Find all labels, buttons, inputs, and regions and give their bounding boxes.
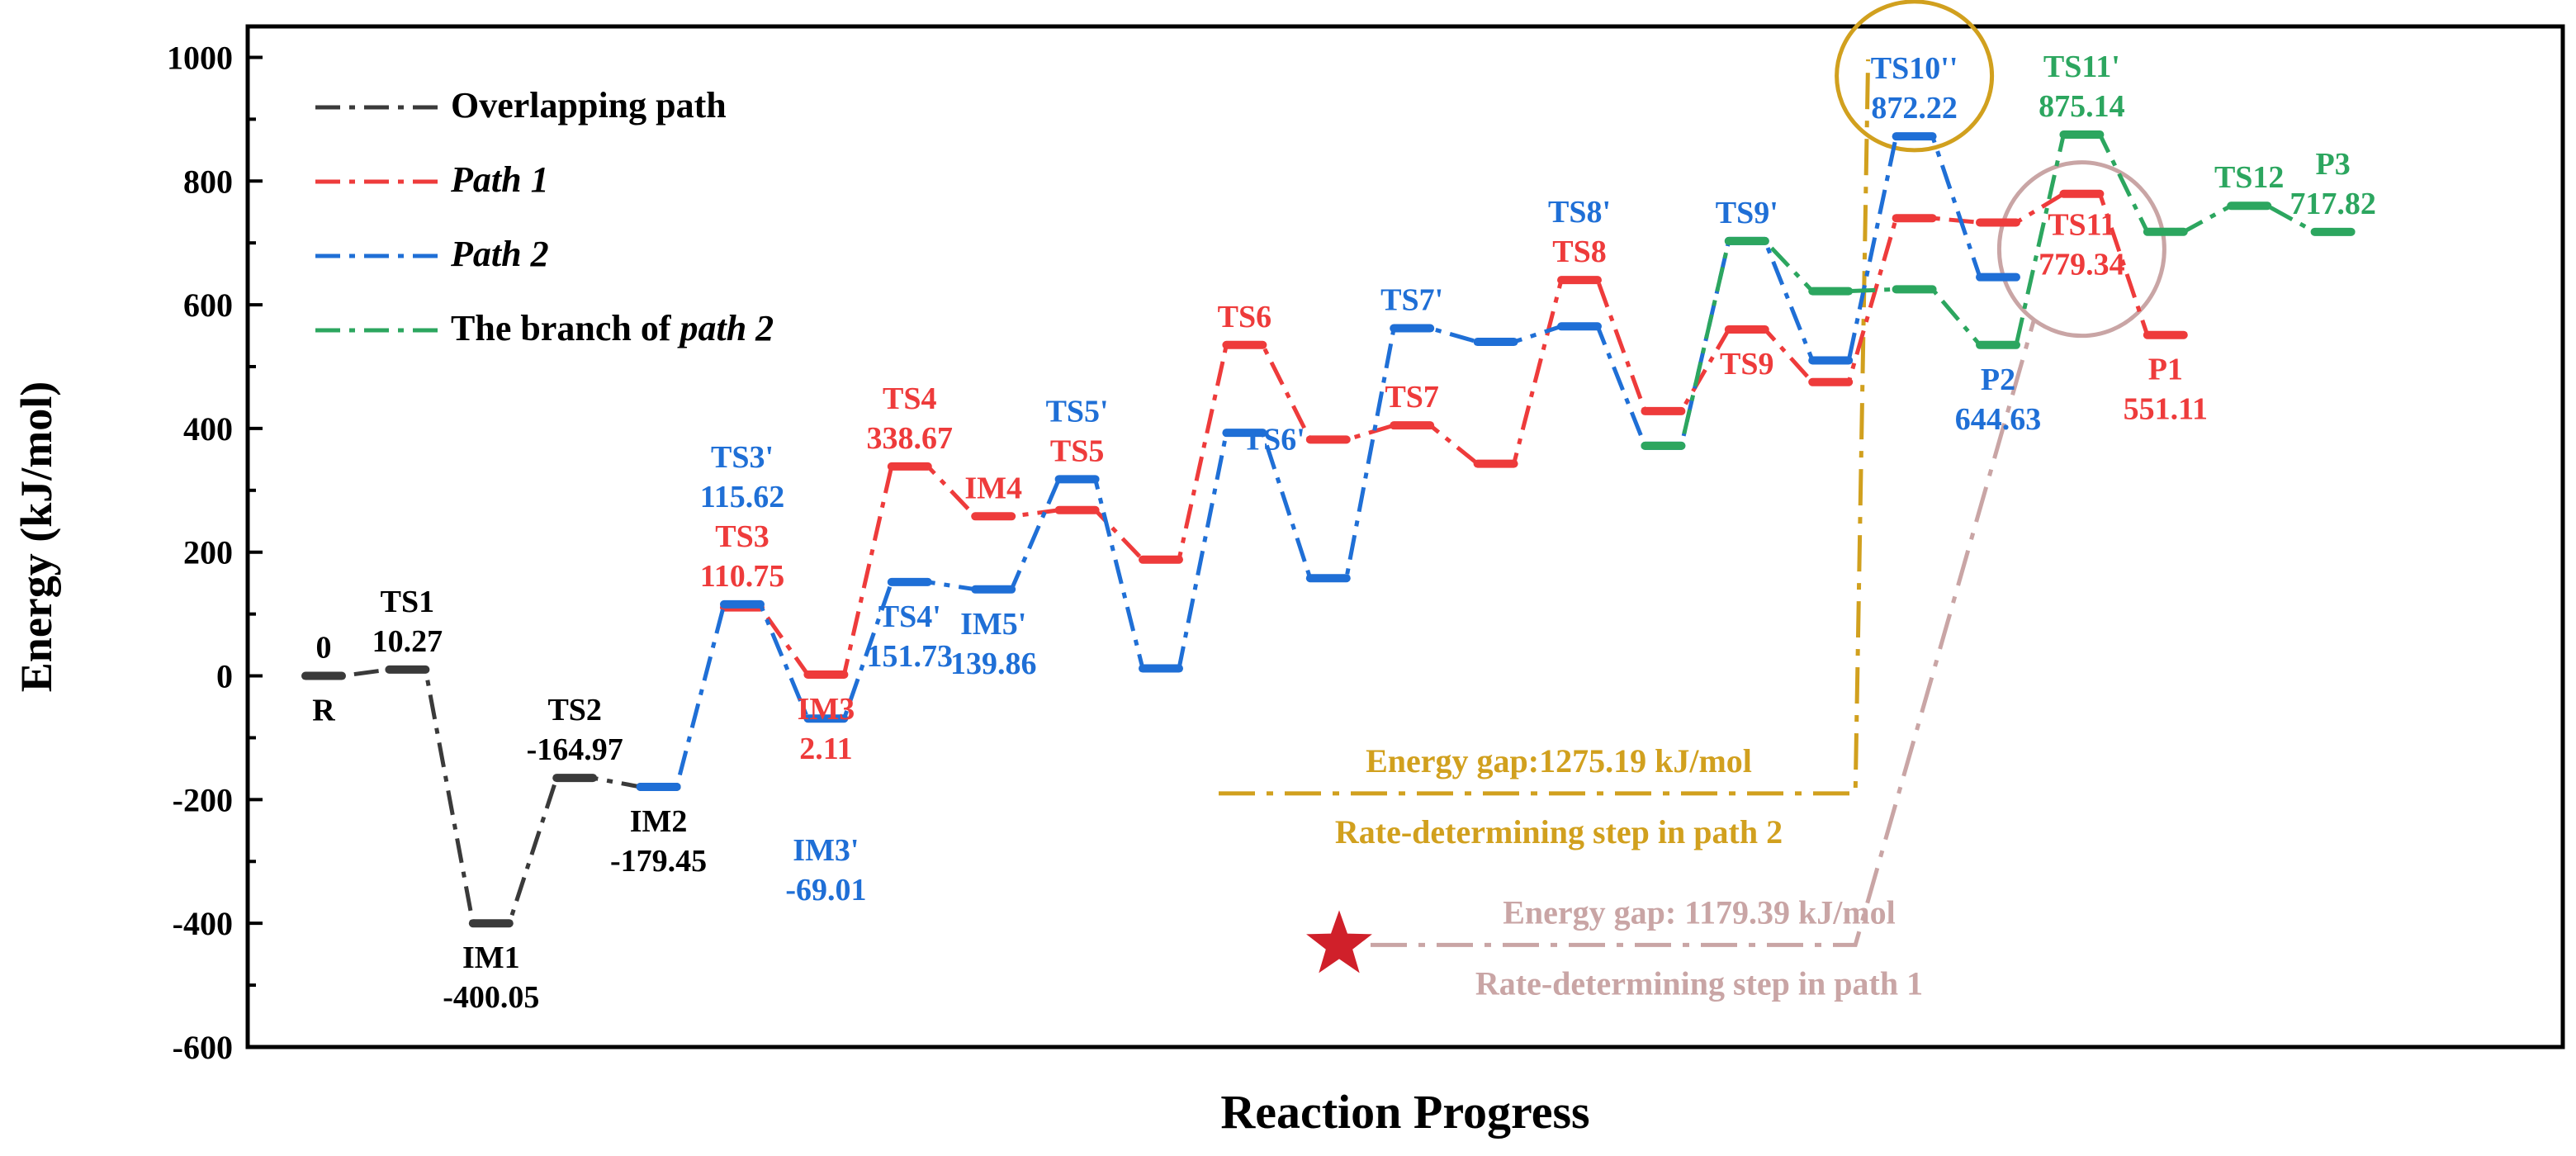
point-label: IM5'	[960, 607, 1026, 642]
point-label: R	[312, 694, 335, 728]
legend-label-part: path 2	[676, 308, 774, 348]
point-label: TS10''	[1871, 51, 1958, 86]
point-label: 151.73	[867, 639, 954, 674]
point-label: 139.86	[950, 647, 1037, 681]
point-label: -69.01	[785, 873, 866, 907]
series-path2	[636, 132, 2020, 791]
series-overlap	[301, 665, 681, 928]
point-label: 875.14	[2039, 89, 2125, 124]
axes-layer: -600 -400 -200 0 200 400 600 800 1000 Energy (kJ/…	[12, 24, 2565, 1139]
series-layer	[301, 130, 2356, 928]
point-label: TS9'	[1716, 196, 1778, 230]
y-tick-label: 1000	[167, 39, 233, 76]
series-line	[724, 192, 2184, 677]
point-label: TS4	[883, 381, 936, 416]
rate-step-energy-gap: Energy gap:1275.19 kJ/mol	[1366, 742, 1752, 779]
legend: Overlapping path Path 1 Path 2 The branch o…	[315, 85, 774, 348]
annotation-layer: 0 R TS1 10.27 IM1 -400.05 TS2 -164.97 IM2 -179.45…	[312, 50, 2376, 1015]
legend-label-part: Overlapping path	[451, 85, 727, 126]
point-label: 551.11	[2124, 392, 2208, 427]
point-label: -179.45	[610, 844, 707, 879]
plot-frame	[245, 24, 2565, 1049]
point-label: TS2	[547, 693, 601, 727]
point-label: TS5'	[1046, 394, 1109, 429]
legend-label: Path 1	[450, 159, 549, 200]
point-label: 115.62	[700, 480, 784, 514]
rate-step-layer: Energy gap:1275.19 kJ/mol Rate-determinin…	[1219, 0, 2166, 1002]
x-axis-title: Reaction Progress	[1220, 1085, 1589, 1139]
point-label: 779.34	[2039, 248, 2125, 282]
y-axis-title: Energy (kJ/mol)	[12, 381, 61, 692]
point-label: 717.82	[2290, 187, 2376, 221]
point-label: TS9	[1720, 347, 1773, 381]
point-label: TS11	[2048, 208, 2115, 243]
rate-step-caption: Rate-determining step in path 2	[1335, 813, 1783, 850]
point-label: TS11'	[2043, 50, 2120, 84]
y-tick-label: 200	[183, 534, 233, 571]
rate-step-circle	[1996, 160, 2166, 339]
point-label: TS6	[1218, 300, 1271, 334]
point-label: TS4'	[878, 599, 941, 634]
y-tick-label: 800	[183, 163, 233, 200]
legend-label: The branch of path 2	[451, 308, 774, 348]
legend-label: Overlapping path	[451, 85, 727, 126]
point-label: P3	[2315, 147, 2350, 182]
rate-step-leader	[1371, 319, 2036, 947]
point-label: 110.75	[700, 559, 784, 594]
point-label: TS8	[1552, 235, 1606, 269]
legend-label: Path 2	[450, 234, 549, 274]
point-label: 2.11	[799, 732, 852, 766]
rate-step-circle	[1835, 0, 1995, 153]
point-label: TS3	[715, 519, 769, 554]
point-label: TS6'	[1243, 422, 1305, 457]
series-line	[305, 667, 677, 926]
point-label: IM3'	[793, 833, 859, 868]
star-marker	[1306, 910, 1372, 974]
y-tick-label: 600	[183, 287, 233, 324]
y-tick-label: -600	[173, 1029, 233, 1066]
rate-step-leader	[1219, 59, 1871, 796]
point-label: TS3'	[711, 440, 774, 475]
point-label: -400.05	[443, 980, 539, 1015]
point-label: 872.22	[1871, 91, 1958, 126]
legend-label-part: Path 2	[450, 234, 549, 274]
rate-step-energy-gap: Energy gap: 1179.39 kJ/mol	[1503, 893, 1896, 931]
point-label: 10.27	[372, 624, 443, 659]
y-tick-label: 400	[183, 410, 233, 448]
point-label: P2	[1981, 362, 2015, 397]
point-label: 0	[316, 631, 332, 666]
point-label: 644.63	[1955, 402, 2042, 437]
series-branch	[1641, 130, 2356, 450]
y-tick-label: -400	[173, 905, 233, 942]
y-tick-label: -200	[173, 781, 233, 818]
point-label: 338.67	[867, 421, 954, 456]
point-label: P1	[2148, 353, 2183, 387]
point-label: IM2	[630, 804, 688, 839]
y-tick-label: 0	[216, 658, 233, 695]
legend-label-part: The branch of	[451, 308, 680, 348]
point-label: -164.97	[527, 732, 623, 767]
point-label: IM3	[798, 692, 855, 727]
series-line	[640, 134, 2016, 789]
point-label: TS7	[1385, 380, 1438, 415]
point-label: IM4	[964, 471, 1022, 505]
point-label: TS1	[381, 585, 434, 619]
legend-label-part: Path 1	[450, 159, 549, 200]
rate-step-caption: Rate-determining step in path 1	[1475, 964, 1923, 1002]
point-label: TS12	[2214, 160, 2284, 195]
point-label: TS7'	[1380, 283, 1443, 318]
point-label: TS8'	[1548, 195, 1611, 230]
point-label: IM1	[462, 940, 520, 975]
point-label: TS5	[1050, 434, 1104, 468]
